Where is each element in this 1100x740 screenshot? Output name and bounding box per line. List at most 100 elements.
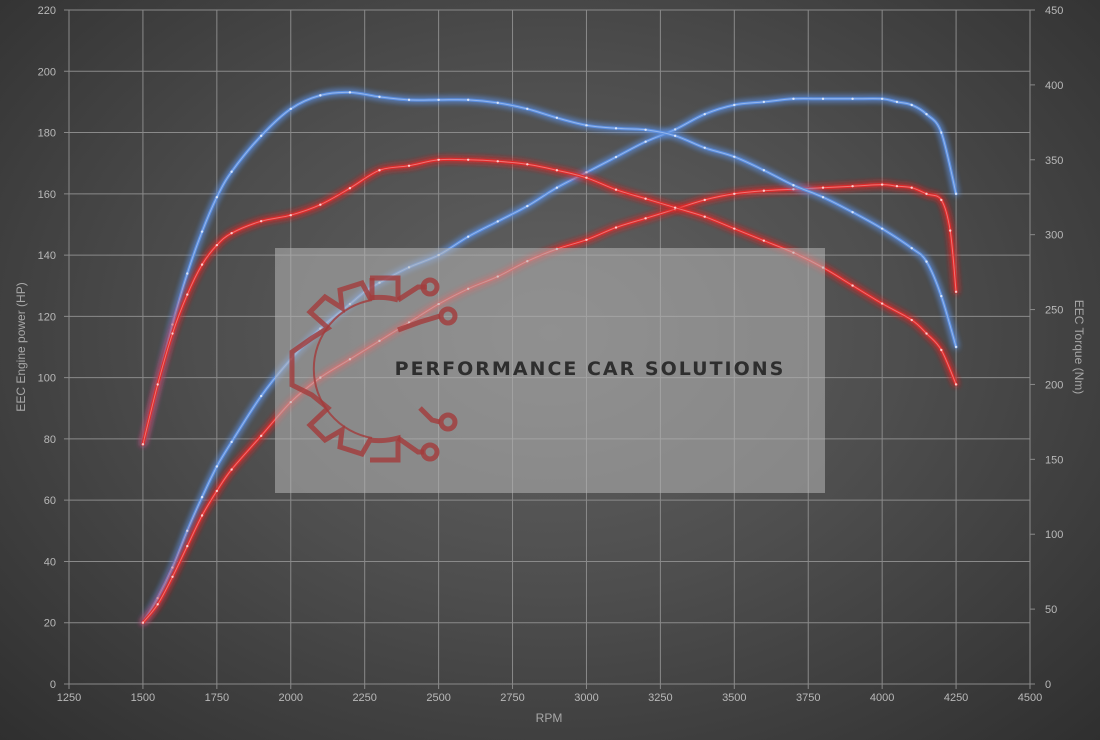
data-point — [703, 112, 706, 116]
data-point — [762, 189, 766, 192]
data-point — [437, 158, 440, 161]
x-tick-label: 3500 — [722, 692, 746, 704]
data-point — [171, 566, 174, 569]
right-y-axis-label: EEC Torque (Nm) — [1072, 300, 1086, 394]
data-point — [910, 186, 913, 189]
data-point — [230, 170, 233, 173]
data-point — [200, 514, 204, 517]
data-point — [348, 91, 352, 94]
left-y-tick-label: 60 — [44, 495, 56, 507]
data-point — [171, 575, 174, 578]
data-point — [925, 112, 928, 116]
data-point — [289, 107, 292, 111]
left-y-tick-label: 80 — [44, 434, 56, 446]
data-point — [851, 97, 854, 101]
data-point — [585, 238, 588, 241]
data-point — [526, 163, 529, 166]
data-point — [762, 239, 766, 242]
data-point — [215, 243, 219, 247]
data-point — [171, 332, 174, 335]
data-point — [555, 186, 559, 189]
data-point — [940, 198, 943, 202]
data-point — [230, 468, 233, 471]
watermark-text: PERFORMANCE CAR SOLUTIONS — [395, 358, 786, 380]
data-point — [733, 227, 736, 230]
left-y-tick-label: 180 — [38, 128, 56, 140]
data-point — [496, 160, 499, 163]
data-point — [614, 226, 618, 229]
right-y-tick-label: 400 — [1045, 80, 1063, 92]
data-point — [703, 146, 706, 149]
data-point — [821, 186, 825, 189]
data-point — [260, 434, 263, 438]
data-point — [880, 227, 884, 230]
data-point — [200, 495, 204, 499]
data-point — [215, 465, 219, 468]
data-point — [880, 302, 884, 305]
x-tick-label: 4000 — [870, 692, 894, 704]
data-point — [851, 211, 854, 214]
data-point — [762, 169, 766, 172]
data-point — [319, 203, 322, 206]
x-tick-label: 3750 — [796, 692, 820, 704]
data-point — [156, 603, 159, 606]
data-point — [466, 158, 470, 161]
data-point — [496, 101, 499, 105]
x-tick-label: 2250 — [352, 692, 376, 704]
x-tick-label: 1750 — [205, 692, 229, 704]
watermark: PERFORMANCE CAR SOLUTIONS — [275, 248, 825, 493]
data-point — [526, 107, 529, 111]
gear-circuit-logo-icon — [289, 275, 458, 463]
data-point — [673, 128, 677, 131]
data-point — [230, 440, 233, 444]
x-tick-label: 3000 — [574, 692, 598, 704]
data-point — [940, 348, 943, 352]
data-point — [141, 443, 145, 446]
data-point — [378, 95, 381, 99]
data-point — [644, 140, 647, 143]
data-point — [186, 293, 189, 296]
left-y-tick-label: 20 — [44, 618, 56, 630]
data-point — [895, 184, 899, 188]
data-point — [703, 215, 706, 218]
data-point — [925, 260, 928, 263]
data-point — [954, 192, 958, 196]
x-tick-label: 3250 — [648, 692, 672, 704]
data-point — [821, 196, 825, 199]
right-y-tick-label: 200 — [1045, 379, 1063, 391]
data-point — [156, 597, 159, 600]
data-point — [186, 272, 189, 275]
data-point — [186, 544, 189, 548]
data-point — [260, 134, 263, 138]
left-y-tick-label: 40 — [44, 556, 56, 568]
left-y-axis-label: EEC Engine power (HP) — [14, 282, 28, 411]
data-point — [703, 198, 706, 202]
data-point — [614, 188, 618, 191]
data-point — [614, 127, 618, 130]
data-point — [673, 206, 677, 209]
x-tick-label: 1500 — [131, 692, 155, 704]
left-y-tick-label: 100 — [38, 373, 56, 385]
data-point — [260, 394, 263, 398]
right-y-tick-label: 150 — [1045, 454, 1063, 466]
data-point — [614, 155, 618, 159]
data-point — [555, 169, 559, 172]
data-point — [880, 183, 884, 186]
right-y-tick-label: 450 — [1045, 5, 1063, 17]
x-tick-label: 2750 — [500, 692, 524, 704]
data-point — [895, 100, 899, 104]
data-point — [644, 217, 647, 220]
data-point — [673, 134, 677, 138]
x-tick-label: 2000 — [279, 692, 303, 704]
data-point — [792, 97, 795, 101]
data-point — [200, 230, 204, 233]
data-point — [644, 197, 647, 200]
left-y-tick-label: 120 — [38, 311, 56, 323]
data-point — [954, 345, 958, 349]
data-point — [555, 116, 559, 120]
data-point — [200, 263, 204, 266]
data-point — [762, 100, 766, 104]
data-point — [585, 171, 588, 174]
data-point — [230, 231, 233, 235]
